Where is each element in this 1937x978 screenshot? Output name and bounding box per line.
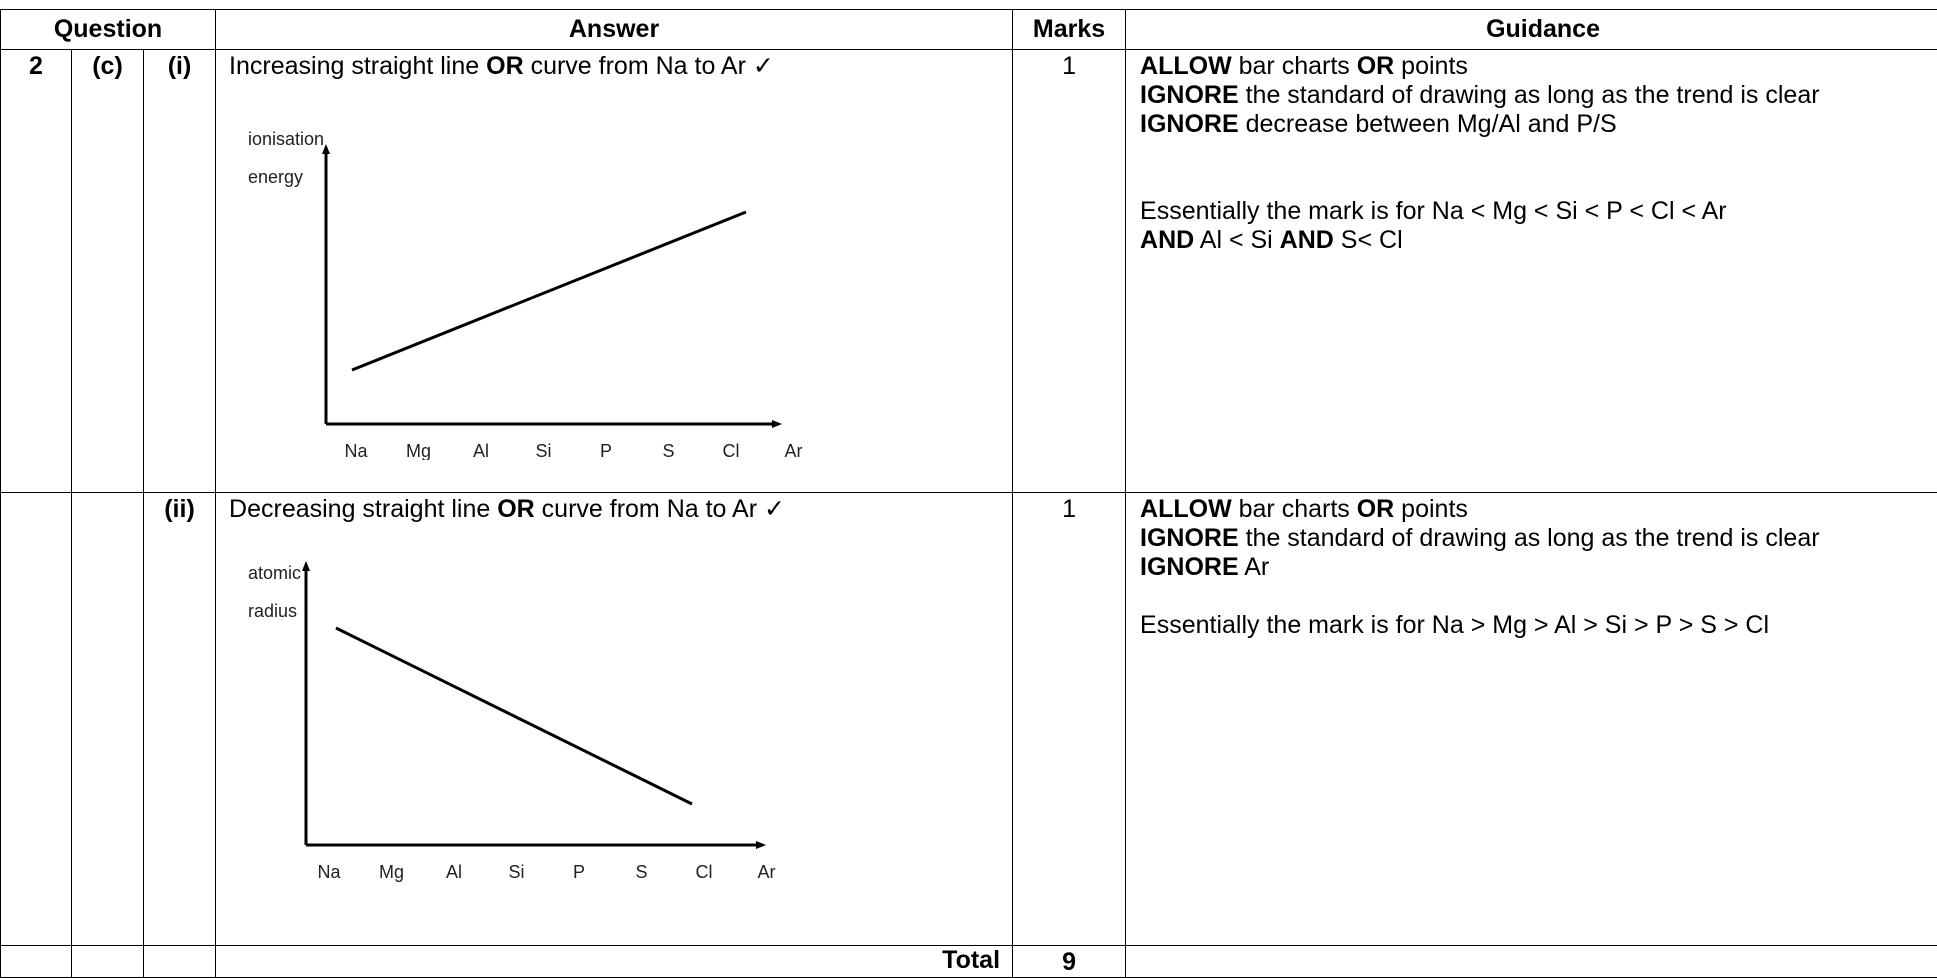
empty-cell bbox=[1126, 946, 1937, 978]
x-tick-label: Al bbox=[473, 441, 489, 460]
total-row: Total 9 bbox=[1, 946, 1937, 978]
empty-cell bbox=[72, 493, 144, 946]
answer-cell: Increasing straight line OR curve from N… bbox=[216, 50, 1013, 493]
ionisation-energy-sketch: ionisation energy Na Mg Al Si P S Cl Ar bbox=[216, 90, 836, 460]
x-tick-label: P bbox=[600, 441, 612, 460]
x-tick-label: S bbox=[636, 862, 648, 882]
x-tick-label: Si bbox=[509, 862, 525, 882]
answer-header: Answer bbox=[216, 10, 1013, 50]
answer-row-i: 2 (c) (i) Increasing straight line OR cu… bbox=[1, 50, 1937, 493]
marks-value: 1 bbox=[1013, 493, 1126, 946]
answer-text: Decreasing straight line OR curve from N… bbox=[229, 495, 1012, 524]
guidance-line: Essentially the mark is for Na > Mg > Al… bbox=[1140, 611, 1937, 640]
x-tick-label: Si bbox=[536, 441, 552, 460]
answer-text: Increasing straight line OR curve from N… bbox=[229, 52, 1012, 81]
x-tick-label: Na bbox=[318, 862, 342, 882]
x-axis-arrow bbox=[772, 420, 782, 428]
x-tick-label: Cl bbox=[696, 862, 713, 882]
y-axis-label-line1: atomic bbox=[248, 563, 301, 583]
empty-cell bbox=[1, 493, 72, 946]
atomic-radius-sketch: atomic radius Na Mg Al Si P S Cl Ar bbox=[216, 537, 836, 907]
question-part: (c) bbox=[72, 50, 144, 493]
mark-scheme-table: Question Answer Marks Guidance 2 (c) (i)… bbox=[0, 9, 1937, 978]
guidance-line: IGNORE Ar bbox=[1140, 553, 1937, 582]
x-tick-label: Al bbox=[446, 862, 462, 882]
guidance-line: ALLOW bar charts OR points bbox=[1140, 495, 1937, 524]
total-label: Total bbox=[216, 946, 1013, 978]
total-value: 9 bbox=[1013, 946, 1126, 978]
trend-line bbox=[352, 212, 746, 370]
guidance-line: AND Al < Si AND S< Cl bbox=[1140, 226, 1937, 255]
x-tick-label: P bbox=[573, 862, 585, 882]
question-number: 2 bbox=[1, 50, 72, 493]
empty-cell bbox=[72, 946, 144, 978]
empty-cell bbox=[144, 946, 216, 978]
empty-cell bbox=[1, 946, 72, 978]
y-axis-arrow bbox=[302, 561, 310, 571]
x-tick-label: Na bbox=[345, 441, 369, 460]
y-axis-label-line2: energy bbox=[248, 167, 303, 187]
x-tick-label: Ar bbox=[758, 862, 776, 882]
question-subpart: (i) bbox=[144, 50, 216, 493]
x-axis-arrow bbox=[756, 841, 766, 849]
answer-cell: Decreasing straight line OR curve from N… bbox=[216, 493, 1013, 946]
y-axis-label-line1: ionisation bbox=[248, 129, 324, 149]
guidance-line: IGNORE the standard of drawing as long a… bbox=[1140, 81, 1937, 110]
x-tick-label: Cl bbox=[723, 441, 740, 460]
marks-header: Marks bbox=[1013, 10, 1126, 50]
x-tick-label: Mg bbox=[406, 441, 431, 460]
question-header: Question bbox=[1, 10, 216, 50]
trend-line bbox=[336, 628, 692, 804]
question-subpart: (ii) bbox=[144, 493, 216, 946]
guidance-line: IGNORE decrease between Mg/Al and P/S bbox=[1140, 110, 1937, 139]
guidance-header: Guidance bbox=[1126, 10, 1937, 50]
guidance-line: Essentially the mark is for Na < Mg < Si… bbox=[1140, 197, 1937, 226]
header-row: Question Answer Marks Guidance bbox=[1, 10, 1937, 50]
guidance-cell: ALLOW bar charts OR points IGNORE the st… bbox=[1126, 50, 1937, 493]
marks-value: 1 bbox=[1013, 50, 1126, 493]
guidance-cell: ALLOW bar charts OR points IGNORE the st… bbox=[1126, 493, 1937, 946]
guidance-line: IGNORE the standard of drawing as long a… bbox=[1140, 524, 1937, 553]
y-axis-label-line2: radius bbox=[248, 601, 297, 621]
x-tick-label: Mg bbox=[379, 862, 404, 882]
guidance-line: ALLOW bar charts OR points bbox=[1140, 52, 1937, 81]
answer-row-ii: (ii) Decreasing straight line OR curve f… bbox=[1, 493, 1937, 946]
x-tick-label: S bbox=[663, 441, 675, 460]
x-tick-label: Ar bbox=[785, 441, 803, 460]
